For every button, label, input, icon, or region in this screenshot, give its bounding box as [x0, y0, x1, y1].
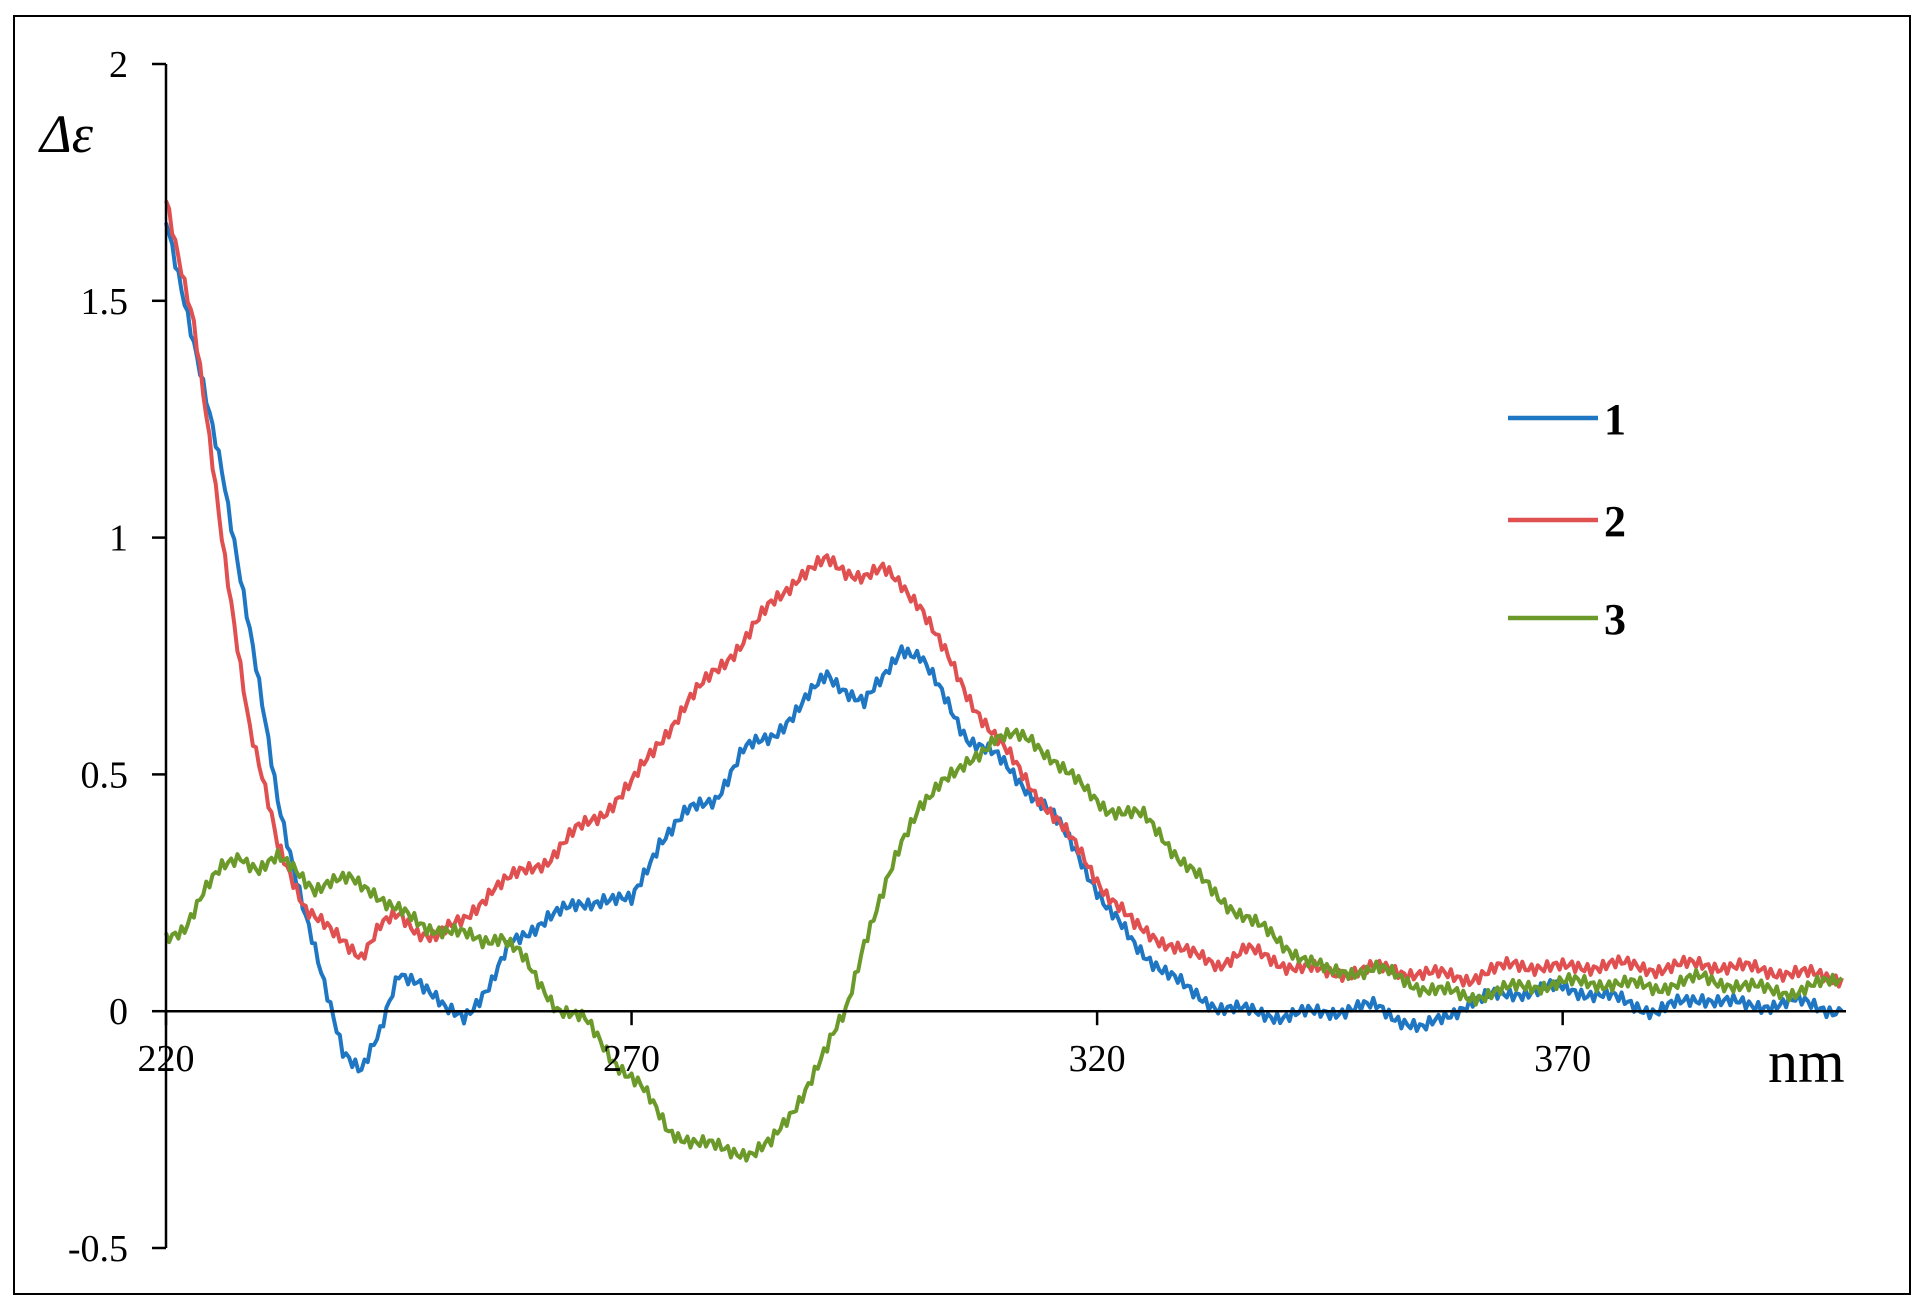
x-tick-label: 320 — [1069, 1038, 1126, 1080]
y-tick-label: 2 — [109, 44, 128, 86]
chart-frame — [13, 15, 1911, 1295]
legend-label-3: 3 — [1604, 595, 1626, 644]
y-axis-label: Δε — [38, 104, 94, 164]
y-tick-label: 0 — [109, 991, 128, 1033]
x-tick-label: 270 — [603, 1038, 660, 1080]
y-tick-label: 1.5 — [81, 281, 129, 323]
y-tick-label: 0.5 — [81, 754, 129, 796]
x-tick-label: 370 — [1534, 1038, 1591, 1080]
series-line-3 — [164, 727, 1844, 1163]
x-axis-label: nm — [1768, 1029, 1845, 1095]
x-tick-label: 220 — [138, 1038, 195, 1080]
series-layer — [164, 200, 1844, 1163]
legend-label-2: 2 — [1604, 497, 1626, 546]
legend: 1 2 3 — [1508, 395, 1626, 644]
y-tick-label: 1 — [109, 518, 128, 560]
legend-label-1: 1 — [1604, 395, 1626, 444]
y-tick-label: -0.5 — [68, 1228, 128, 1270]
series-line-1 — [164, 222, 1844, 1074]
axes-layer: -0.5 0 0.5 1 1.5 2 220 270 320 370 — [68, 44, 1846, 1270]
